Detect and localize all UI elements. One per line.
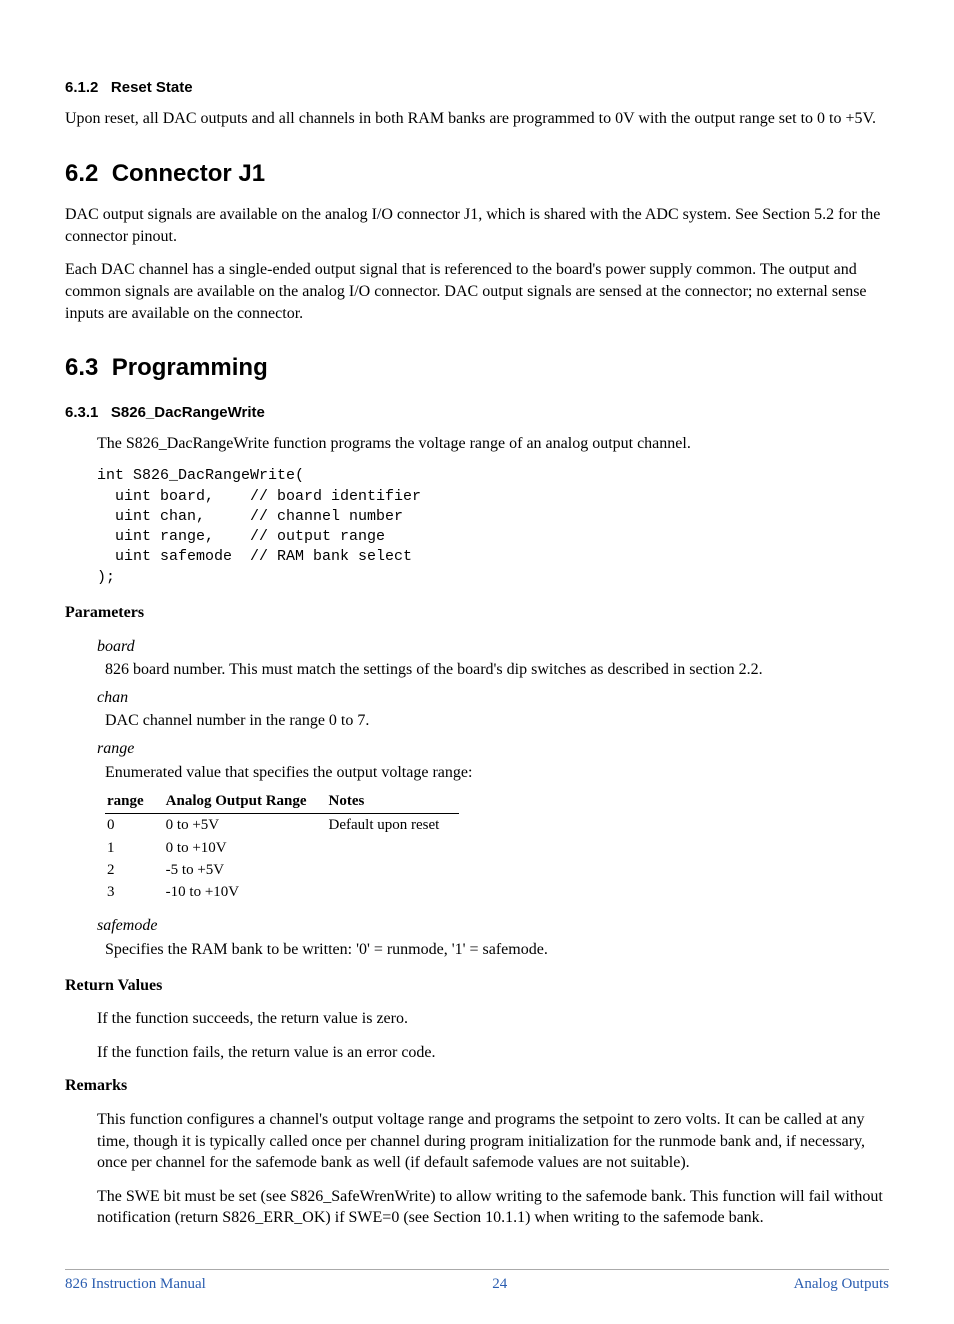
footer-right: Analog Outputs [794, 1274, 889, 1294]
heading-6-2: 6.2 Connector J1 [65, 158, 889, 190]
para-62-2: Each DAC channel has a single-ended outp… [65, 259, 889, 324]
table-row: 3 -10 to +10V [105, 881, 459, 903]
param-safemode-name: safemode [97, 915, 889, 937]
heading-6-3-1: 6.3.1 S826_DacRangeWrite [65, 403, 889, 423]
table-row: 1 0 to +10V [105, 837, 459, 859]
param-board-desc: 826 board number. This must match the se… [105, 659, 889, 681]
return-p1: If the function succeeds, the return val… [97, 1008, 889, 1030]
heading-6-3: 6.3 Programming [65, 352, 889, 384]
table-row: 0 0 to +5V Default upon reset [105, 814, 459, 837]
parameters-heading: Parameters [65, 602, 889, 624]
heading-6-1-2: 6.1.2 Reset State [65, 78, 889, 98]
range-table-h2: Notes [327, 789, 460, 814]
heading-6-3-title: Programming [112, 354, 268, 381]
range-cell [327, 837, 460, 859]
range-cell: 0 to +5V [164, 814, 327, 837]
heading-6-3-1-title: S826_DacRangeWrite [111, 404, 265, 421]
param-chan-name: chan [97, 687, 889, 709]
heading-6-2-title: Connector J1 [112, 160, 265, 187]
range-table: range Analog Output Range Notes 0 0 to +… [105, 789, 459, 903]
heading-6-1-2-num: 6.1.2 [65, 79, 98, 96]
range-cell: 2 [105, 859, 164, 881]
footer-divider [65, 1269, 889, 1270]
range-cell: -5 to +5V [164, 859, 327, 881]
range-cell [327, 881, 460, 903]
footer-page-number: 24 [492, 1274, 507, 1294]
range-cell: 0 [105, 814, 164, 837]
range-cell: Default upon reset [327, 814, 460, 837]
param-range-name: range [97, 738, 889, 760]
heading-6-2-num: 6.2 [65, 160, 98, 187]
param-safemode-desc: Specifies the RAM bank to be written: '0… [105, 939, 889, 961]
table-row: 2 -5 to +5V [105, 859, 459, 881]
range-cell: 3 [105, 881, 164, 903]
range-cell: 0 to +10V [164, 837, 327, 859]
param-range-desc: Enumerated value that specifies the outp… [105, 762, 889, 784]
heading-6-1-2-title: Reset State [111, 79, 193, 96]
footer-left: 826 Instruction Manual [65, 1274, 206, 1294]
range-table-h1: Analog Output Range [164, 789, 327, 814]
heading-6-3-1-num: 6.3.1 [65, 404, 98, 421]
range-cell: 1 [105, 837, 164, 859]
para-631-intro: The S826_DacRangeWrite function programs… [97, 433, 889, 455]
return-values-heading: Return Values [65, 975, 889, 997]
range-table-header-row: range Analog Output Range Notes [105, 789, 459, 814]
remarks-p1: This function configures a channel's out… [97, 1109, 889, 1174]
range-cell [327, 859, 460, 881]
para-62-1: DAC output signals are available on the … [65, 204, 889, 247]
code-block-dacrangewrite: int S826_DacRangeWrite( uint board, // b… [97, 466, 889, 588]
page-footer: 826 Instruction Manual 24 Analog Outputs [65, 1269, 889, 1294]
remarks-p2: The SWE bit must be set (see S826_SafeWr… [97, 1186, 889, 1229]
remarks-heading: Remarks [65, 1075, 889, 1097]
param-chan-desc: DAC channel number in the range 0 to 7. [105, 710, 889, 732]
para-612-1: Upon reset, all DAC outputs and all chan… [65, 108, 889, 130]
heading-6-3-num: 6.3 [65, 354, 98, 381]
return-p2: If the function fails, the return value … [97, 1042, 889, 1064]
range-cell: -10 to +10V [164, 881, 327, 903]
param-board-name: board [97, 636, 889, 658]
range-table-h0: range [105, 789, 164, 814]
